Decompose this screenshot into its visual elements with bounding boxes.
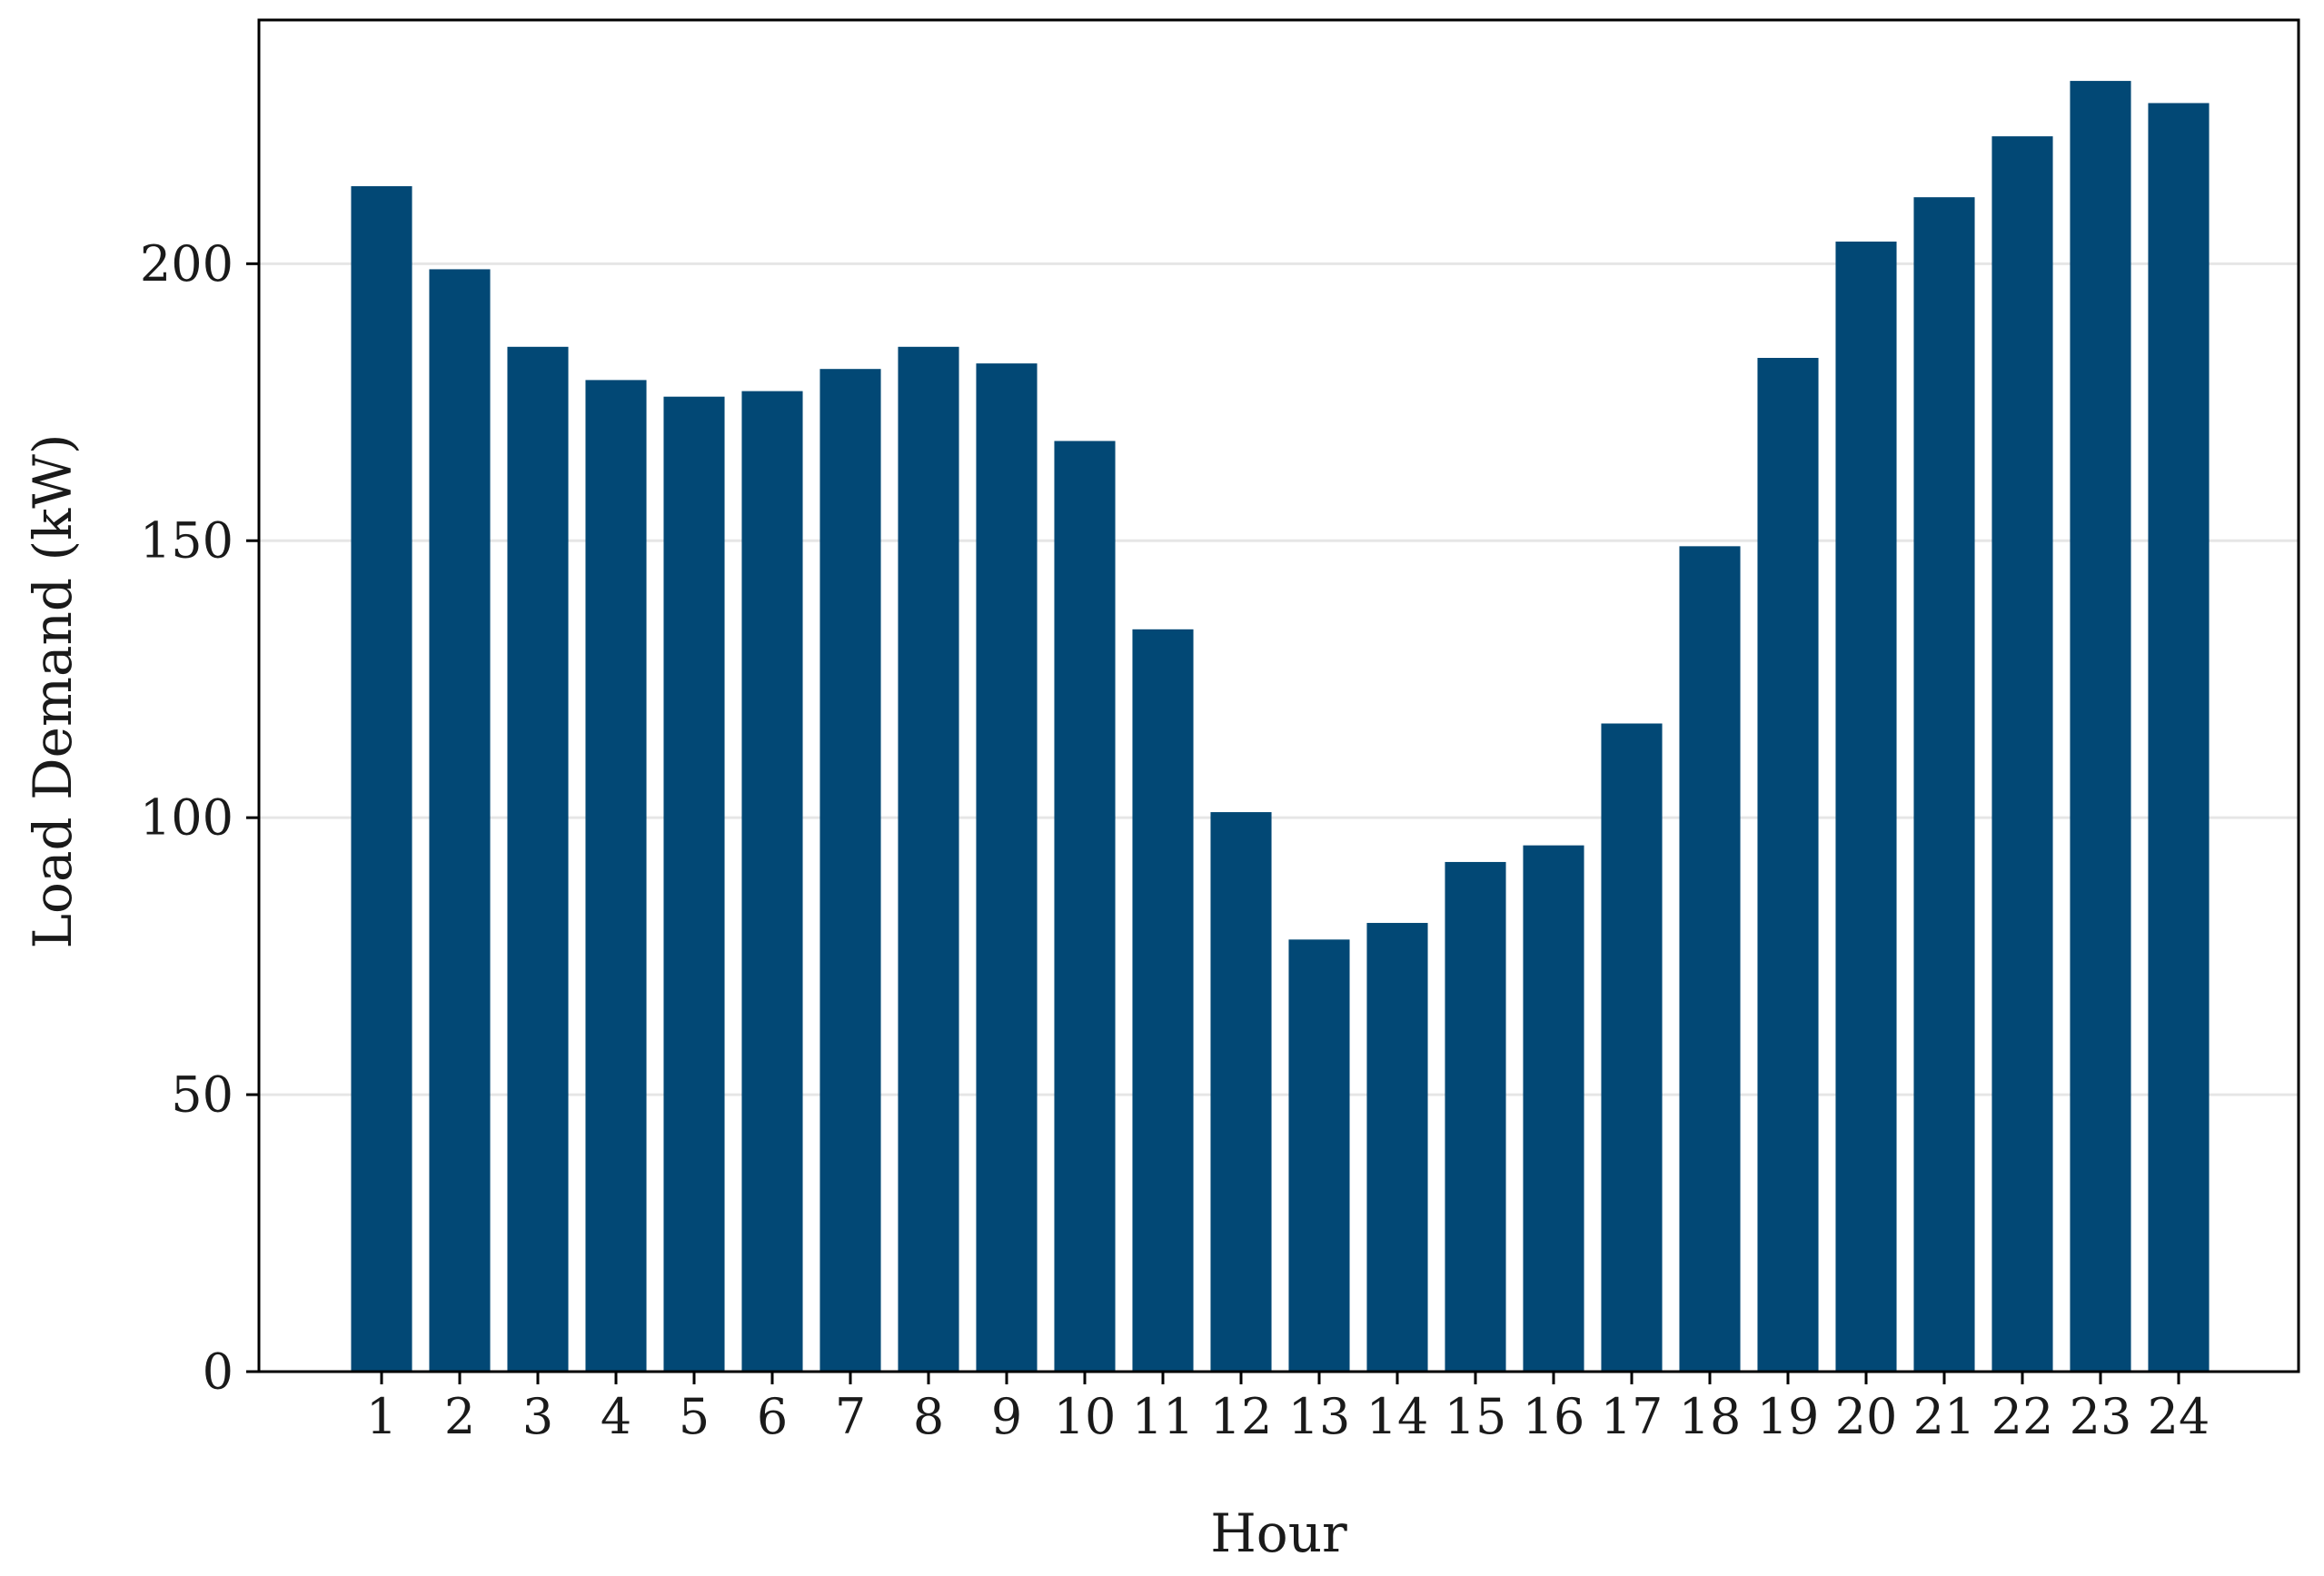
x-tick-label: 12 — [1210, 1388, 1273, 1445]
x-tick-label: 21 — [1913, 1388, 1976, 1445]
y-tick-label: 200 — [140, 235, 233, 292]
y-axis-title: Load Demand (kW) — [22, 434, 84, 949]
bar-hour-8 — [898, 346, 959, 1373]
bar-hour-4 — [585, 380, 647, 1372]
x-tick-label: 13 — [1288, 1388, 1351, 1445]
x-tick-label: 3 — [522, 1388, 553, 1445]
bar-hour-7 — [819, 369, 881, 1372]
x-tick-label: 18 — [1679, 1388, 1742, 1445]
x-tick-label: 15 — [1445, 1388, 1507, 1445]
x-tick-label: 4 — [601, 1388, 631, 1445]
bar-hour-2 — [429, 269, 491, 1372]
x-tick-label: 10 — [1054, 1388, 1117, 1445]
x-tick-label: 23 — [2070, 1388, 2132, 1445]
bar-hour-19 — [1757, 358, 1819, 1372]
plot-frame — [257, 18, 2300, 1373]
bar-hour-5 — [663, 396, 725, 1373]
bar-hour-10 — [1054, 441, 1116, 1373]
x-tick-label: 20 — [1835, 1388, 1898, 1445]
x-tick-label: 19 — [1757, 1388, 1820, 1445]
x-axis-title: Hour — [1210, 1502, 1347, 1564]
bar-hour-9 — [976, 363, 1038, 1372]
y-tick-label: 100 — [140, 789, 233, 847]
bar-hour-11 — [1132, 629, 1194, 1372]
x-tick-label: 7 — [835, 1388, 866, 1445]
x-tick-label: 1 — [366, 1388, 397, 1445]
bar-hour-15 — [1445, 861, 1506, 1372]
x-tick-label: 6 — [757, 1388, 788, 1445]
bar-hour-16 — [1523, 845, 1584, 1372]
x-tick-label: 8 — [913, 1388, 944, 1445]
y-tick-label: 50 — [171, 1066, 233, 1124]
x-axis-ticks: 1 2 3 4 5 6 7 8 9 10 11 12 13 14 15 16 17 18 19 20 21 22 23 24 — [366, 1372, 2210, 1445]
bar-hour-13 — [1288, 939, 1350, 1372]
x-tick-label: 2 — [444, 1388, 475, 1445]
x-tick-label: 17 — [1601, 1388, 1664, 1445]
bar-hour-20 — [1835, 241, 1897, 1372]
y-tick-label: 150 — [140, 512, 233, 570]
x-tick-label: 16 — [1523, 1388, 1585, 1445]
y-axis-ticks: 0 50 100 150 200 — [140, 235, 259, 1401]
bar-hour-17 — [1601, 723, 1663, 1372]
x-tick-label: 9 — [991, 1388, 1022, 1445]
bar-hour-6 — [741, 391, 803, 1373]
bar-hour-14 — [1366, 923, 1428, 1372]
bar-hour-1 — [351, 185, 412, 1373]
x-tick-label: 24 — [2148, 1388, 2210, 1445]
bar-hour-12 — [1210, 812, 1272, 1372]
bar-hour-22 — [1991, 136, 2053, 1373]
x-tick-label: 11 — [1132, 1388, 1195, 1445]
x-tick-label: 5 — [679, 1388, 710, 1445]
x-tick-label: 14 — [1366, 1388, 1429, 1445]
bar-hour-24 — [2148, 103, 2210, 1372]
bar-hour-21 — [1913, 197, 1975, 1372]
x-tick-label: 22 — [1991, 1388, 2054, 1445]
bars — [351, 81, 2210, 1373]
bar-hour-23 — [2070, 81, 2131, 1372]
bar-hour-3 — [507, 346, 569, 1373]
bar-hour-18 — [1679, 546, 1741, 1372]
y-tick-label: 0 — [203, 1343, 233, 1401]
